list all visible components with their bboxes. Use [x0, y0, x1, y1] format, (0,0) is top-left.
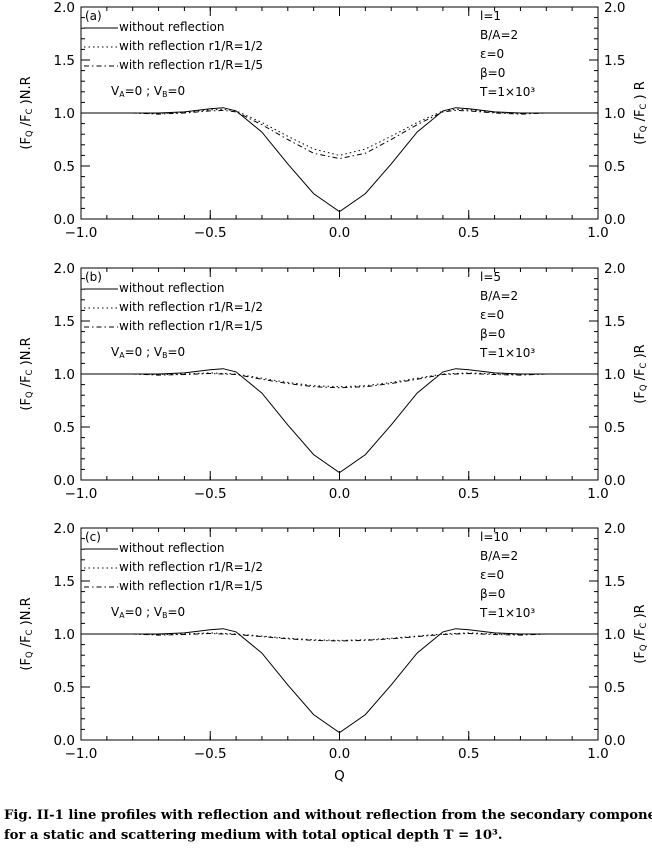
series-line	[81, 108, 598, 156]
series-line	[81, 372, 598, 389]
series-line	[81, 632, 598, 642]
y-axis-label-left: (FQ /FC )N.R	[19, 597, 34, 670]
legend-label: with reflection r1/R=1/5	[119, 319, 263, 333]
parameter-label: l=5	[480, 270, 501, 284]
parameter-label: B/A=2	[480, 28, 518, 42]
panel-label: (b)	[85, 270, 102, 284]
parameter-label: β=0	[480, 327, 505, 341]
legend-label: without reflection	[119, 281, 225, 295]
y-tick-label-right: 0.0	[604, 473, 625, 489]
x-tick-label: 1.0	[587, 486, 608, 502]
x-tick-label: 0.5	[458, 486, 479, 502]
y-tick-label-right: 1.0	[604, 106, 625, 122]
parameter-label: T=1×10³	[479, 346, 535, 360]
x-tick-label: −0.5	[194, 746, 227, 762]
legend-label: with reflection r1/R=1/2	[119, 560, 263, 574]
y-axis-label-right: (FQ /FC )R	[633, 604, 648, 663]
y-tick-label-left: 0.5	[54, 420, 75, 436]
series-line	[81, 368, 598, 474]
y-tick-label-right: 0.0	[604, 212, 625, 228]
panel-label: (c)	[85, 530, 101, 544]
y-tick-label-right: 0.5	[604, 159, 625, 175]
figure-caption: Fig. II-1 line profiles with reflection …	[4, 806, 652, 846]
chart-panel: −1.0 −0.5 0.0 0.5 1.00.0 0.00.5 0.51.0 1.01.5 1.…	[19, 0, 648, 241]
x-tick-label: 1.0	[587, 746, 608, 762]
legend-label: with reflection r1/R=1/5	[119, 58, 263, 72]
y-tick-label-right: 2.0	[604, 261, 625, 277]
y-tick-label-left: 1.5	[54, 53, 75, 69]
parameter-label: B/A=2	[480, 549, 518, 563]
y-axis-label-right: (FQ /FC ) R	[633, 81, 648, 145]
y-tick-label-left: 1.0	[54, 106, 75, 122]
velocity-note: VA=0 ; VB=0	[111, 84, 185, 99]
y-tick-label-left: 1.5	[54, 574, 75, 590]
legend-label: with reflection r1/R=1/2	[119, 300, 263, 314]
x-tick-label: −0.5	[194, 486, 227, 502]
legend-label: without reflection	[119, 20, 225, 34]
y-axis-label-right: (FQ /FC )R	[633, 344, 648, 403]
y-tick-label-left: 0.0	[54, 733, 75, 749]
legend-label: without reflection	[119, 541, 225, 555]
y-tick-label-right: 1.5	[604, 53, 625, 69]
parameter-label: T=1×10³	[479, 606, 535, 620]
x-axis-label: Q	[334, 768, 345, 784]
x-tick-label: 0.0	[329, 486, 350, 502]
legend-label: with reflection r1/R=1/5	[119, 579, 263, 593]
y-tick-label-left: 2.0	[54, 261, 75, 277]
x-tick-label: −0.5	[194, 225, 227, 241]
y-tick-label-right: 0.0	[604, 733, 625, 749]
y-axis-label-left: (FQ /FC )N.R	[19, 76, 34, 149]
y-tick-label-left: 0.5	[54, 159, 75, 175]
y-tick-label-right: 1.5	[604, 574, 625, 590]
series-line	[81, 109, 598, 160]
y-tick-label-left: 0.5	[54, 680, 75, 696]
parameter-label: ε=0	[480, 47, 504, 61]
parameter-label: ε=0	[480, 308, 504, 322]
velocity-note: VA=0 ; VB=0	[111, 345, 185, 360]
y-tick-label-left: 2.0	[54, 521, 75, 537]
velocity-note: VA=0 ; VB=0	[111, 605, 185, 620]
x-tick-label: 0.0	[329, 225, 350, 241]
legend-label: with reflection r1/R=1/2	[119, 39, 263, 53]
parameter-label: β=0	[480, 587, 505, 601]
y-tick-label-left: 0.0	[54, 473, 75, 489]
series-line	[81, 107, 598, 213]
caption-line-2: for a static and scattering medium with …	[4, 828, 503, 843]
parameter-label: l=10	[480, 530, 509, 544]
x-tick-label: −1.0	[65, 746, 98, 762]
panel-label: (a)	[85, 9, 102, 23]
y-tick-label-left: 0.0	[54, 212, 75, 228]
parameter-label: β=0	[480, 66, 505, 80]
y-tick-label-left: 1.0	[54, 627, 75, 643]
caption-line-1: Fig. II-1 line profiles with reflection …	[4, 808, 652, 823]
x-tick-label: 1.0	[587, 225, 608, 241]
y-tick-label-right: 1.5	[604, 314, 625, 330]
chart-panel: −1.0 −0.5 0.0 0.5 1.00.0 0.00.5 0.51.0 1.01.5 1.…	[19, 521, 648, 784]
series-line	[81, 628, 598, 734]
parameter-label: l=1	[480, 9, 501, 23]
x-tick-label: −1.0	[65, 486, 98, 502]
y-tick-label-right: 0.5	[604, 420, 625, 436]
y-tick-label-left: 2.0	[54, 0, 75, 16]
chart-panel: −1.0 −0.5 0.0 0.5 1.00.0 0.00.5 0.51.0 1.01.5 1.…	[19, 261, 648, 502]
parameter-label: ε=0	[480, 568, 504, 582]
y-tick-label-right: 1.0	[604, 627, 625, 643]
x-tick-label: 0.0	[329, 746, 350, 762]
y-axis-label-left: (FQ /FC )N.R	[19, 337, 34, 410]
y-tick-label-right: 0.5	[604, 680, 625, 696]
y-tick-label-right: 1.0	[604, 367, 625, 383]
y-tick-label-left: 1.5	[54, 314, 75, 330]
figure: −1.0 −0.5 0.0 0.5 1.00.0 0.00.5 0.51.0 1.01.5 1.…	[19, 0, 648, 784]
x-tick-label: 0.5	[458, 746, 479, 762]
x-tick-label: 0.5	[458, 225, 479, 241]
y-tick-label-right: 2.0	[604, 521, 625, 537]
y-tick-label-right: 2.0	[604, 0, 625, 16]
parameter-label: B/A=2	[480, 289, 518, 303]
x-tick-label: −1.0	[65, 225, 98, 241]
y-tick-label-left: 1.0	[54, 367, 75, 383]
parameter-label: T=1×10³	[479, 85, 535, 99]
